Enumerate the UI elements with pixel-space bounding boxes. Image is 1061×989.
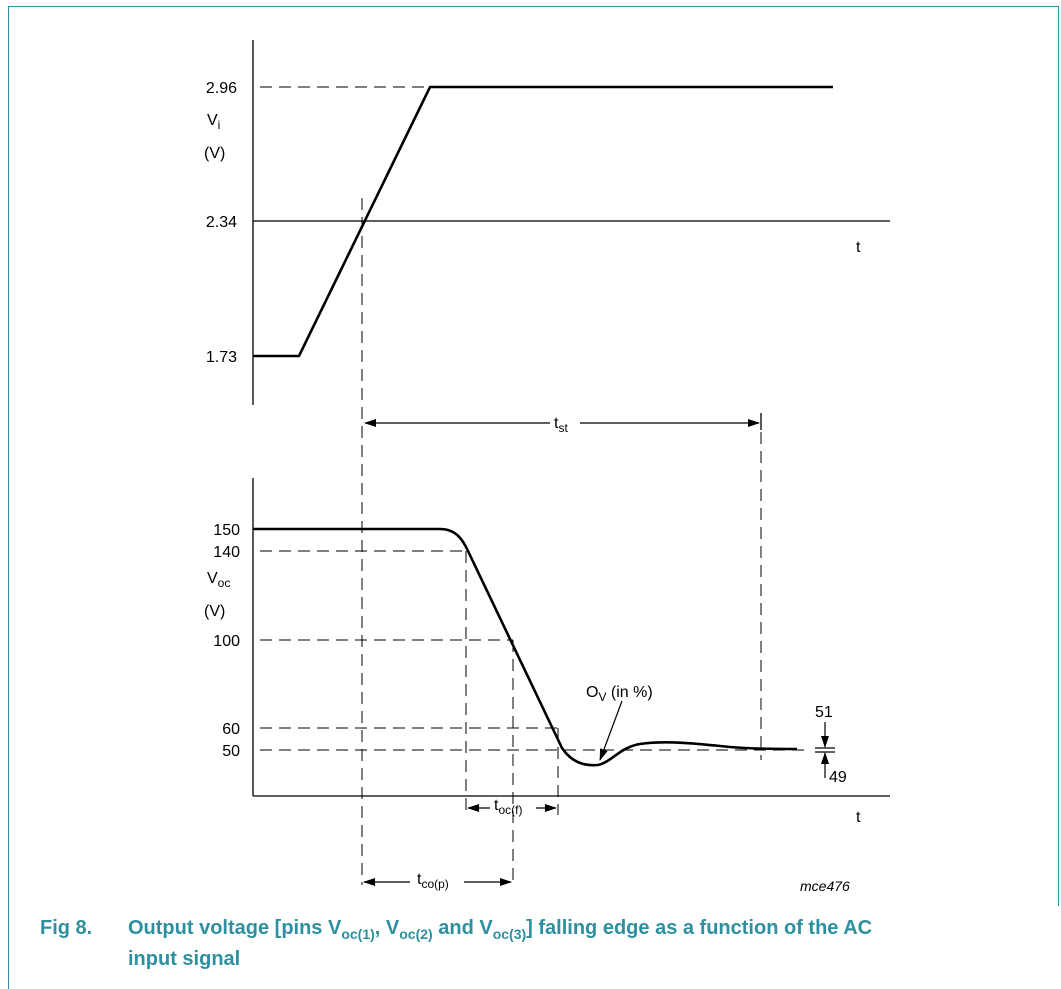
tick-60: 60 xyxy=(222,721,240,738)
figure-frame xyxy=(8,6,1059,906)
vi-unit-label: (V) xyxy=(204,145,225,162)
overshoot-label: OV (in %) xyxy=(586,684,653,704)
tick-2.96: 2.96 xyxy=(206,80,237,97)
top-panel: 2.96 2.34 1.73 Vi (V) t xyxy=(204,40,890,405)
figure-number: Fig 8. xyxy=(40,917,93,939)
figure-frame-left-edge xyxy=(8,906,9,989)
tick-1.73: 1.73 xyxy=(206,349,237,366)
voc-axis-label: Voc xyxy=(207,570,230,590)
tick-150: 150 xyxy=(213,522,240,539)
vertical-reference-lines xyxy=(361,198,762,885)
tick-2.34: 2.34 xyxy=(206,214,237,231)
settling-time-marker: tst xyxy=(364,413,762,435)
tick-100: 100 xyxy=(213,633,240,650)
tst-label: tst xyxy=(554,415,568,435)
caption-text-4: ] falling edge as a function of the AC xyxy=(526,917,873,939)
voc-unit-label: (V) xyxy=(204,603,225,620)
figure-code: mce476 xyxy=(800,878,850,894)
vi-input-waveform xyxy=(253,85,833,358)
tco-label: tco(p) xyxy=(417,871,449,891)
caption-text-2: , V xyxy=(374,917,400,939)
caption-sub-3: oc(3) xyxy=(492,926,527,942)
caption-text-5: input signal xyxy=(128,948,241,970)
voc-output-waveform xyxy=(253,527,798,767)
caption-sub-2: oc(2) xyxy=(399,926,433,942)
band-lower-label: 49 xyxy=(829,769,847,786)
toc-label: toc(f) xyxy=(494,797,522,817)
top-t-label: t xyxy=(856,239,861,256)
timing-diagram: 2.96 2.34 1.73 Vi (V) t tst xyxy=(204,40,890,894)
tick-50: 50 xyxy=(222,743,240,760)
caption-sub-1: oc(1) xyxy=(341,926,375,942)
bottom-panel: 51 49 OV (in %) 150 140 100 60 50 Voc (V… xyxy=(204,478,890,894)
vi-axis-label: Vi xyxy=(207,112,220,132)
tick-140: 140 xyxy=(213,544,240,561)
band-upper-label: 51 xyxy=(815,704,833,721)
caption-text-1: Output voltage [pins V xyxy=(128,917,342,939)
bottom-t-label: t xyxy=(856,809,861,826)
overshoot-pointer xyxy=(599,700,623,761)
figure-caption: Fig 8. Output voltage [pins Voc(1), Voc(2… xyxy=(40,916,1040,972)
caption-text-3: and V xyxy=(432,917,493,939)
